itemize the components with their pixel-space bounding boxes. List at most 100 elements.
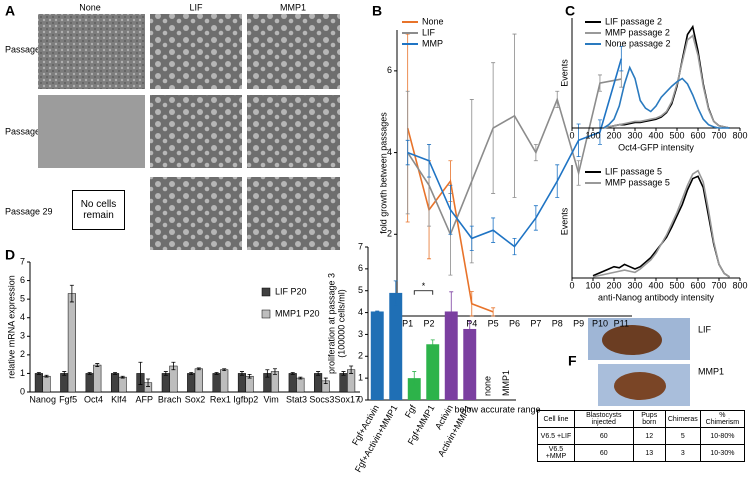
x-tick-label: P2 xyxy=(424,318,435,328)
cell: 10-30% xyxy=(699,444,746,462)
micrograph xyxy=(150,95,242,168)
x-tick-label: 700 xyxy=(711,280,726,290)
series-line xyxy=(603,34,730,129)
panel-letter: D xyxy=(5,247,15,263)
x-tick-label: Klf4 xyxy=(111,394,127,404)
bar xyxy=(389,292,403,400)
x-tick-label: Oct4 xyxy=(84,394,103,404)
header-cell: Blastocysts injected xyxy=(573,410,634,428)
x-tick-label: P9 xyxy=(573,318,584,328)
x-tick-label: 100 xyxy=(585,130,600,140)
legend-label: LIF xyxy=(422,27,436,37)
error-bar xyxy=(113,372,118,375)
mouse-photos: LIF MMP1 xyxy=(588,318,724,406)
x-tick-label: P5 xyxy=(488,318,499,328)
table-row: V6.5 +LIF 60 12 5 10-80% xyxy=(537,427,746,445)
x-tick-label: MMP1 xyxy=(501,370,511,396)
error-bar xyxy=(290,372,295,375)
panel-letter: A xyxy=(5,3,15,19)
error-bar xyxy=(430,339,435,350)
x-tick-label: Sox17 xyxy=(335,394,361,404)
x-tick-label: P8 xyxy=(552,318,563,328)
x-tick-label: Fgf xyxy=(403,403,418,420)
x-tick-label: P6 xyxy=(509,318,520,328)
x-tick-label: 800 xyxy=(732,280,747,290)
y-axis-label: Events xyxy=(559,207,569,235)
bar xyxy=(212,373,221,393)
table-row: V6.5 +MMP 60 13 3 10-30% xyxy=(537,444,746,462)
x-tick-label: 0 xyxy=(569,280,574,290)
error-bar xyxy=(597,74,602,92)
bar xyxy=(161,373,170,393)
micrograph xyxy=(38,14,145,89)
error-bar xyxy=(469,225,474,252)
micrograph xyxy=(247,14,340,89)
x-tick-label: 700 xyxy=(711,130,726,140)
micrograph xyxy=(247,177,340,250)
bar xyxy=(463,328,477,400)
x-tick-label: 300 xyxy=(627,280,642,290)
y-tick-label: 1 xyxy=(20,368,25,378)
y-tick-label: 3 xyxy=(358,329,363,339)
error-bar xyxy=(69,284,74,303)
error-bar xyxy=(412,371,417,386)
error-bar xyxy=(375,310,380,313)
error-bar xyxy=(222,368,227,372)
x-tick-label: Socs3 xyxy=(309,394,334,404)
legend-swatch xyxy=(261,287,271,297)
micrograph xyxy=(150,177,242,250)
error-bar xyxy=(316,371,321,376)
micrograph xyxy=(247,95,340,168)
mouse-photo xyxy=(614,372,666,400)
micrograph xyxy=(38,95,145,168)
y-tick-label: 6 xyxy=(20,275,25,285)
y-axis-label: (100000 cells/ml) xyxy=(336,289,346,358)
y-tick-label: 6 xyxy=(387,65,392,75)
error-bar xyxy=(533,144,538,162)
legend-label: LIF passage 5 xyxy=(605,166,662,176)
bar xyxy=(314,373,323,393)
error-bar xyxy=(405,139,410,166)
cell: V6.5 +LIF xyxy=(537,427,575,445)
x-tick-label: Sox2 xyxy=(185,394,206,404)
row-label: Passage 29 xyxy=(5,206,53,216)
error-bar xyxy=(189,372,194,375)
bar xyxy=(60,373,69,393)
cell: 5 xyxy=(664,427,701,445)
cell: 60 xyxy=(573,427,634,445)
x-tick-label: 0 xyxy=(569,130,574,140)
column-label: MMP1 xyxy=(280,2,306,12)
header-cell: % Chimerism xyxy=(699,410,746,428)
x-tick-label: AFP xyxy=(135,394,153,404)
annotation: * xyxy=(422,281,426,291)
y-tick-label: 2 xyxy=(358,351,363,361)
cell: 60 xyxy=(573,444,634,462)
x-tick-label: 300 xyxy=(627,130,642,140)
panel-letter: B xyxy=(372,3,382,19)
error-bar xyxy=(597,119,602,145)
error-bar xyxy=(171,361,176,371)
legend-label: LIF passage 2 xyxy=(605,16,662,26)
micrograph xyxy=(150,14,242,89)
error-bar xyxy=(298,376,303,380)
bar xyxy=(67,293,76,393)
error-bar xyxy=(95,363,100,367)
y-tick-label: 6 xyxy=(358,263,363,273)
error-bar xyxy=(239,371,244,376)
x-axis-label: anti-Nanog antibody intensity xyxy=(598,292,715,302)
bar xyxy=(220,369,229,393)
bar xyxy=(110,373,120,393)
bar xyxy=(296,377,305,393)
x-tick-label: Rex1 xyxy=(210,394,231,404)
y-tick-label: 5 xyxy=(20,294,25,304)
y-tick-label: 7 xyxy=(20,256,25,266)
mouse-photo xyxy=(602,325,662,355)
error-bar xyxy=(393,280,398,306)
x-tick-label: Vim xyxy=(263,394,278,404)
x-tick-label: 500 xyxy=(669,280,684,290)
chimera-table: Cell line Blastocysts injected Pups born… xyxy=(537,410,746,462)
error-bar xyxy=(62,371,67,376)
x-tick-label: P11 xyxy=(614,318,629,328)
